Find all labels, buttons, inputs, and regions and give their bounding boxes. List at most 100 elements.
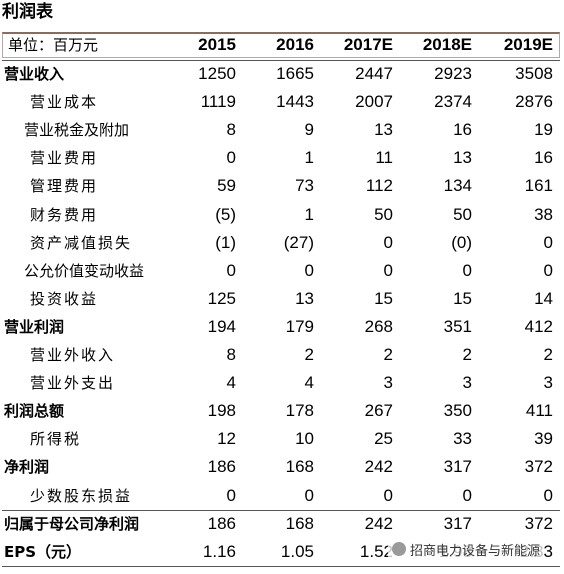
row-label: 少数股东损益 <box>30 486 133 505</box>
cell-value: 125 <box>207 288 236 308</box>
cell-value: 25 <box>374 429 393 449</box>
cell-value: 0 <box>304 485 314 505</box>
cell-value: 39 <box>534 429 553 449</box>
cell-value: 372 <box>524 513 553 533</box>
cell-value: 13 <box>453 148 472 168</box>
cell-value: 3508 <box>515 64 553 83</box>
cell-value: 0 <box>543 232 553 252</box>
cell-value: 59 <box>217 176 236 196</box>
cell-value: 134 <box>443 176 472 196</box>
row-label: 归属于母公司净利润 <box>4 514 140 533</box>
cell-value: 267 <box>364 401 393 421</box>
cell-value: (0) <box>451 232 472 252</box>
cell-value: 2447 <box>355 64 393 83</box>
cell-value: 2 <box>543 345 553 364</box>
row-label: 营业外支出 <box>30 374 116 393</box>
cell-value: 2007 <box>355 92 393 112</box>
table-title: 利润表 <box>2 2 53 22</box>
cell-value: 8 <box>226 120 236 140</box>
cell-value: 2 <box>304 345 314 364</box>
cell-value: 4 <box>226 373 236 393</box>
cell-value: 50 <box>374 204 393 224</box>
cell-value: 38 <box>534 204 553 224</box>
cell-value: 1.16 <box>202 541 236 561</box>
year-header: 2018E <box>422 35 472 54</box>
year-header: 2019E <box>503 35 553 54</box>
cell-value: 1 <box>304 204 314 224</box>
cell-value: 13 <box>374 120 393 140</box>
cell-value: 242 <box>364 513 393 533</box>
cell-value: 0 <box>462 485 472 505</box>
unit-label: 单位：百万元 <box>8 36 99 54</box>
cell-value: 411 <box>525 401 553 421</box>
row-label: 投资收益 <box>30 289 99 308</box>
cell-value: 10 <box>295 429 314 449</box>
cell-value: 242 <box>364 457 393 477</box>
cell-value: 1 <box>304 148 314 168</box>
cell-value: (27) <box>283 232 314 252</box>
cell-value: 351 <box>443 316 472 336</box>
year-header: 2015 <box>198 35 236 54</box>
row-label: 所得税 <box>30 430 82 449</box>
row-label: 公允价值变动收益 <box>24 261 145 280</box>
cell-value: 2 <box>462 345 472 364</box>
cell-value: 412 <box>524 316 553 336</box>
row-label: 营业税金及附加 <box>24 121 130 140</box>
year-header: 2017E <box>343 35 393 54</box>
cell-value: 0 <box>383 260 393 280</box>
cell-value: 112 <box>365 176 393 196</box>
row-label: 资产减值损失 <box>30 233 133 252</box>
cell-value: 0 <box>543 485 553 505</box>
cell-value: 317 <box>443 457 472 477</box>
cell-value: 2 <box>383 345 393 364</box>
cell-value: 1119 <box>200 92 236 112</box>
cell-value: 15 <box>453 288 472 308</box>
cell-value: 0 <box>543 260 553 280</box>
row-label: 营业外收入 <box>30 346 116 364</box>
cell-value: 3 <box>543 373 553 393</box>
header-rule <box>2 60 560 61</box>
cell-value: 1250 <box>198 64 236 83</box>
row-label: 财务费用 <box>30 205 99 224</box>
row-label: 营业收入 <box>4 65 65 83</box>
cell-value: 16 <box>453 120 472 140</box>
row-label: 营业利润 <box>4 317 65 336</box>
cell-value: 178 <box>285 401 314 421</box>
cell-value: 168 <box>285 457 314 477</box>
row-label: 净利润 <box>4 458 50 477</box>
cell-value: 8 <box>226 345 236 364</box>
cell-value: 268 <box>364 316 393 336</box>
cell-value: 168 <box>285 513 314 533</box>
cell-value: 179 <box>285 316 314 336</box>
cell-value: 33 <box>453 429 472 449</box>
cell-value: 1.05 <box>280 541 314 561</box>
cell-value: 2923 <box>434 64 472 83</box>
cell-value: 73 <box>295 176 314 196</box>
cell-value: 194 <box>207 316 236 336</box>
cell-value: 0 <box>304 260 314 280</box>
watermark: 招商电力设备与新能源 <box>388 538 545 561</box>
header-box <box>2 32 560 58</box>
cell-value: 3 <box>383 373 393 393</box>
section-rule <box>2 510 560 511</box>
row-label: EPS（元） <box>4 542 82 561</box>
cell-value: 1.52 <box>359 541 393 561</box>
row-label: 利润总额 <box>4 402 65 421</box>
bottom-rule <box>2 566 560 567</box>
cell-value: 186 <box>207 513 236 533</box>
year-header: 2016 <box>276 35 314 54</box>
row-label: 营业成本 <box>30 93 99 112</box>
cell-value: 317 <box>443 513 472 533</box>
cell-value: 4 <box>304 373 314 393</box>
cell-value: 16 <box>534 148 553 168</box>
cell-value: 12 <box>217 429 236 449</box>
cell-value: 0 <box>383 485 393 505</box>
cell-value: 2374 <box>434 92 472 112</box>
cell-value: 19 <box>534 120 553 140</box>
cell-value: 0 <box>383 232 393 252</box>
cell-value: 1665 <box>276 64 314 83</box>
cell-value: 0 <box>226 260 236 280</box>
cell-value: 50 <box>453 204 472 224</box>
row-label: 管理费用 <box>30 177 99 196</box>
